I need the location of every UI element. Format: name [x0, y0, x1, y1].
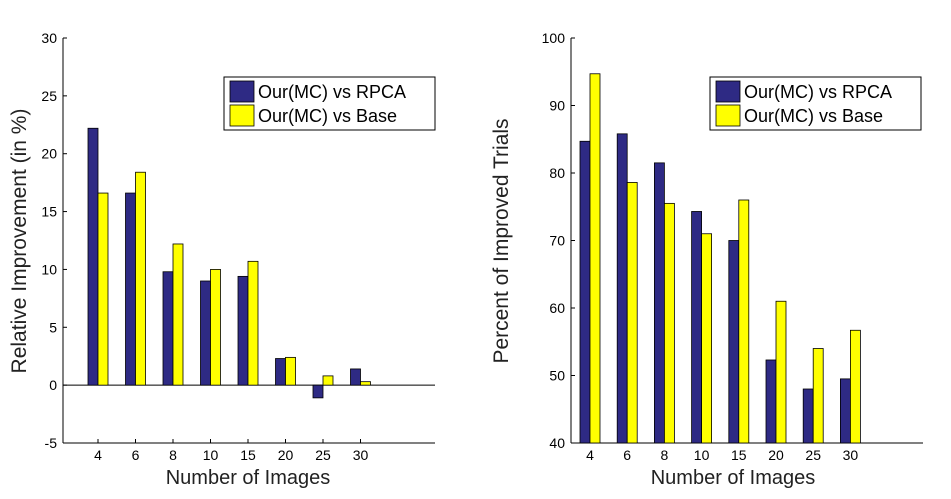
bar-rpca-30 [840, 378, 851, 444]
bar-rpca-25 [802, 388, 814, 444]
bar-rpca-20 [765, 359, 777, 444]
y-tick-label: 80 [549, 165, 565, 181]
x-tick-label: 4 [586, 447, 594, 463]
bar-base-20 [285, 356, 296, 386]
y-tick-label: 50 [549, 368, 565, 384]
plot-area: -5 0 5 10 15 20 25 30 4 6 8 10 15 20 25 30 [41, 30, 435, 463]
chart-relative-improvement: Relative Improvement (in %) Number of Im… [8, 30, 436, 489]
bar-base-20 [775, 300, 787, 444]
bar-base-4 [589, 73, 601, 444]
legend-label-base: Our(MC) vs Base [258, 106, 397, 126]
bar-rpca-6 [616, 133, 628, 444]
bar-base-4 [97, 192, 109, 386]
x-tick-label: 25 [805, 447, 821, 463]
y-axis-label: Percent of Improved Trials [490, 118, 513, 363]
bar-base-30 [850, 329, 861, 444]
bar-base-6 [135, 171, 146, 386]
y-axis-label: Relative Improvement (in %) [8, 109, 31, 374]
y-tick-label: 90 [549, 98, 565, 114]
bar-rpca-10 [691, 211, 702, 444]
y-tick-label: 70 [549, 233, 565, 249]
y-tick-label: 25 [41, 88, 57, 104]
bar-base-15 [247, 260, 259, 386]
y-tick-label: 10 [41, 261, 57, 277]
legend-swatch-rpca [715, 80, 741, 103]
legend: Our(MC) vs RPCA Our(MC) vs Base [223, 76, 436, 131]
y-tick-label: 30 [41, 30, 57, 46]
x-tick-label: 6 [132, 447, 140, 463]
x-axis-label: Number of Images [166, 467, 331, 489]
plot-area: 40 50 60 70 80 90 100 4 6 8 10 15 20 25 30 [542, 30, 923, 463]
y-tick-label: 20 [41, 146, 57, 162]
legend-label-base: Our(MC) vs Base [744, 106, 883, 126]
legend-box [223, 76, 436, 131]
x-tick-label: 6 [623, 447, 631, 463]
bar-rpca-10 [200, 280, 211, 386]
x-tick-label: 10 [203, 447, 219, 463]
legend-box [709, 76, 922, 131]
legend-swatch-base [229, 104, 255, 127]
bar-rpca-8 [654, 162, 665, 444]
legend-label-rpca: Our(MC) vs RPCA [744, 82, 892, 102]
x-tick-label: 25 [315, 447, 331, 463]
x-tick-label: 15 [240, 447, 256, 463]
legend-swatch-base [715, 104, 741, 127]
bar-base-10 [210, 269, 221, 386]
bar-base-6 [626, 182, 638, 444]
bar-rpca-15 [728, 240, 740, 444]
bar-rpca-15 [237, 275, 249, 386]
y-tick-label: 100 [542, 30, 566, 46]
x-tick-label: 30 [843, 447, 859, 463]
y-tick-label: 5 [49, 319, 57, 335]
y-tick-label: 60 [549, 300, 565, 316]
bar-base-10 [701, 233, 712, 444]
bar-rpca-4 [87, 127, 99, 386]
bar-rpca-20 [275, 358, 286, 386]
bar-rpca-30 [350, 368, 361, 386]
x-tick-label: 15 [731, 447, 747, 463]
x-tick-label: 20 [768, 447, 784, 463]
bar-base-25 [322, 375, 334, 386]
y-tick-label: 0 [49, 377, 57, 393]
chart-percent-improved-trials: Percent of Improved Trials Number of Ima… [490, 30, 923, 489]
x-tick-label: 8 [661, 447, 669, 463]
y-tick-label: 40 [549, 435, 565, 451]
bar-base-25 [812, 348, 824, 444]
x-tick-label: 4 [94, 447, 102, 463]
bar-base-15 [738, 199, 750, 444]
legend: Our(MC) vs RPCA Our(MC) vs Base [709, 76, 922, 131]
bar-base-8 [664, 202, 675, 444]
x-tick-label: 30 [353, 447, 369, 463]
bar-rpca-8 [162, 271, 174, 386]
x-tick-label: 20 [278, 447, 294, 463]
bar-rpca-25 [312, 384, 324, 399]
y-tick-label: 15 [41, 204, 57, 220]
legend-swatch-rpca [229, 80, 255, 103]
x-tick-label: 10 [694, 447, 710, 463]
legend-label-rpca: Our(MC) vs RPCA [258, 82, 406, 102]
bar-base-8 [172, 243, 184, 386]
bar-base-30 [360, 381, 371, 386]
y-tick-label: -5 [45, 435, 58, 451]
bar-rpca-6 [125, 192, 136, 386]
bar-rpca-4 [579, 140, 591, 444]
x-tick-label: 8 [169, 447, 177, 463]
x-axis-label: Number of Images [651, 467, 816, 489]
